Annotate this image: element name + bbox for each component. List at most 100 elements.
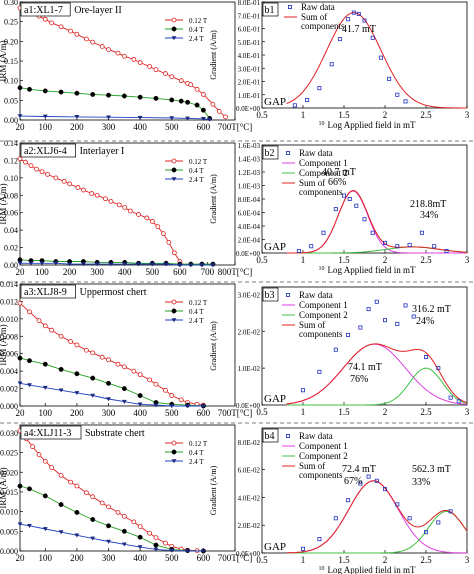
legend-label: Raw data (299, 290, 333, 300)
data-point (296, 248, 301, 253)
data-point (67, 181, 73, 187)
x-axis-label: Log Applied field in mT (328, 565, 416, 574)
data-point (122, 262, 128, 267)
panel-label: b1 (265, 5, 275, 16)
y-tick-label: 1.4E-03 (238, 156, 261, 164)
data-point (137, 545, 143, 550)
data-point (149, 262, 155, 267)
y-tick-label: 0.05 (4, 96, 18, 105)
data-point (39, 169, 45, 175)
data-point (171, 449, 177, 455)
data-point (185, 404, 190, 409)
data-point (53, 261, 59, 266)
x-tick-label: 400 (133, 408, 147, 418)
data-point (171, 299, 177, 305)
data-point (58, 388, 64, 393)
data-point (210, 101, 216, 107)
data-point (407, 242, 412, 247)
data-point (370, 35, 375, 40)
data-point (42, 385, 48, 390)
annotation: 66% (328, 177, 346, 188)
panel-b3: 0.5 1 1.5 2 2.5 3 0.0E+00 1.0E-02 2.0E-02 3.0E-02… (209, 286, 470, 417)
x-tick-label: 2.5 (420, 255, 432, 265)
legend-label: 0.4 T (189, 167, 204, 175)
data-point (42, 114, 48, 119)
x-tick-label: 0.5 (256, 407, 268, 417)
y-tick-label: 4.0E-01 (238, 52, 261, 60)
x-tick-label: 200 (63, 267, 77, 277)
data-point (163, 540, 168, 546)
data-point (121, 386, 127, 392)
data-point (58, 24, 64, 30)
data-point (34, 166, 39, 172)
data-point (49, 20, 55, 26)
data-point (131, 519, 137, 525)
data-point (121, 364, 127, 370)
y-axis-label: Gradient (A/m) (209, 174, 218, 224)
x-tick-label: 1.5 (338, 407, 350, 417)
y-tick-label: 0.014 (0, 280, 18, 289)
data-point (185, 99, 191, 105)
data-point (432, 244, 437, 249)
x-tick-label: 700T[°C] (218, 408, 253, 418)
panel-label-box (20, 143, 76, 158)
y-tick-label: 8.0E-01 (238, 0, 261, 7)
data-point (74, 342, 80, 348)
data-point (448, 509, 453, 514)
annotation: 40.7 mT (322, 167, 356, 178)
fit-curve (286, 12, 467, 109)
data-point (153, 95, 159, 101)
data-point (136, 212, 141, 217)
data-point (90, 536, 96, 541)
data-point (163, 71, 168, 76)
panel-label: a3:XLJ8-9 (24, 287, 67, 298)
y-tick-label: 0.000 (0, 547, 18, 556)
data-point (171, 167, 177, 173)
data-point (53, 175, 59, 181)
data-point (106, 380, 111, 386)
fit-curve (286, 480, 467, 554)
legend-label: 0.4 T (189, 449, 204, 457)
legend-label: Sum of (301, 12, 327, 22)
y-tick-label: 0.010 (0, 315, 18, 324)
data-point (444, 248, 449, 253)
x-tick-label: 700T[°C] (218, 553, 253, 563)
x-tick-label: 200 (70, 122, 84, 132)
y-tick-label: 0.015 (0, 488, 18, 497)
legend-label: components (299, 470, 343, 480)
data-point (27, 309, 32, 315)
data-point (382, 318, 387, 323)
data-point (106, 504, 111, 510)
x-tick-label: 700 (201, 267, 215, 277)
annotation: 67% (344, 476, 362, 487)
data-point (171, 158, 177, 164)
legend-label: 2.4 T (189, 35, 204, 43)
legend-label: Sum of (299, 320, 325, 330)
series-line (19, 259, 213, 265)
legend-label: Component 2 (299, 168, 348, 178)
data-point (42, 361, 48, 367)
legend-label: components (299, 329, 343, 339)
y-tick-label: 0.04 (4, 226, 18, 235)
series-line (19, 382, 204, 407)
data-point (17, 522, 23, 527)
data-point (23, 159, 28, 165)
y-tick-label: 0.15 (4, 57, 18, 66)
x-tick-label: 100 (39, 408, 53, 418)
data-point (200, 404, 206, 409)
data-point (171, 318, 177, 323)
sample-name: Ore-layer II (74, 5, 121, 16)
legend-label: Raw data (301, 2, 335, 12)
data-point (188, 263, 194, 268)
sample-name: Substrate chert (85, 428, 145, 439)
y-tick-label: 0.06 (4, 209, 18, 218)
legend-label: Raw data (299, 148, 333, 158)
y-tick-label: 0.020 (0, 468, 18, 477)
data-point (153, 403, 159, 408)
data-point (115, 50, 121, 56)
data-point (341, 193, 346, 198)
data-point (436, 366, 441, 371)
data-point (216, 108, 222, 114)
data-point (106, 47, 111, 52)
x-tick-label: 300 (102, 122, 116, 132)
